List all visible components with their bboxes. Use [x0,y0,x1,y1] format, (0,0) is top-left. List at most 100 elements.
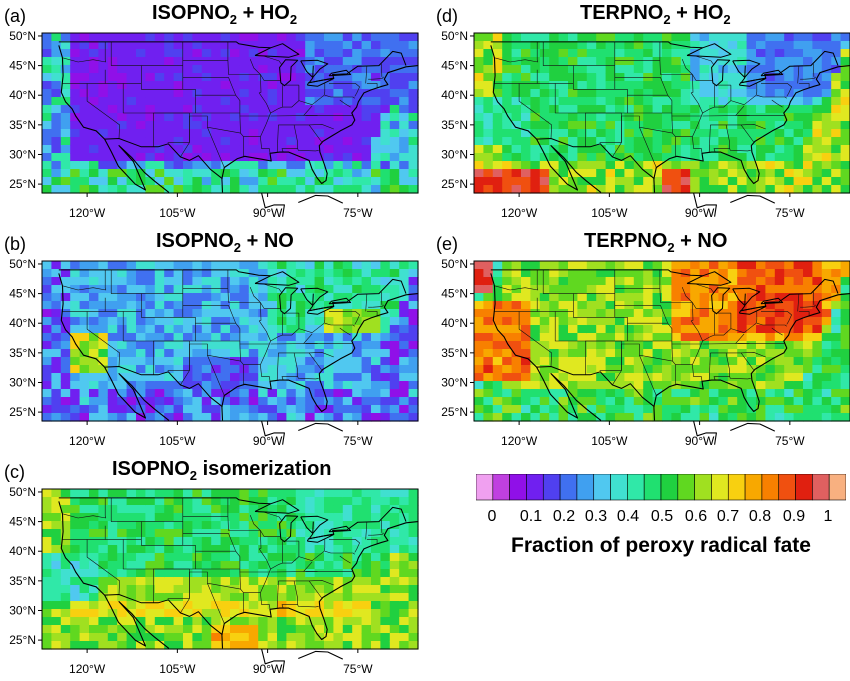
map-outlines [490,41,850,217]
colorbar-swatch [526,473,544,501]
lat-tick-label: 25°N [441,177,468,191]
lat-tick-label: 45°N [9,287,36,301]
map: 50°N 45°N 40°N 35°N 30°N 25°N 120°W 105°W 90°W 75… [441,257,850,448]
lon-tick-label: 75°W [343,662,373,676]
panel-letter: (b) [4,234,26,254]
lat-tick-label: 40°N [9,544,36,558]
lon-tick-label: 105°W [591,206,628,220]
colorbar-tick-label: 0.9 [782,508,806,525]
lon-tick-label: 120°W [69,206,106,220]
lat-tick-label: 30°N [9,147,36,161]
map: 50°N 45°N 40°N 35°N 30°N 25°N 120°W 105°W 90°W 75… [9,257,419,448]
lat-tick-label: 40°N [9,316,36,330]
lon-tick-label: 75°W [343,434,373,448]
lat-tick-label: 30°N [441,375,468,389]
lon-tick-label: 120°W [501,434,538,448]
panel-d: 50°N 45°N 40°N 35°N 30°N 25°N 120°W 105°W 90°W 75… [432,0,850,225]
lat-tick-label: 35°N [9,118,36,132]
lat-tick-label: 35°N [441,346,468,360]
map-outlines [58,497,419,673]
lat-tick-label: 30°N [9,375,36,389]
map-frame [41,488,419,650]
colorbar-swatch [727,473,746,501]
panel-title: TERPNO2 + HO2 [580,2,731,27]
lat-tick-label: 50°N [9,257,36,271]
lon-tick-label: 105°W [159,206,196,220]
colorbar-swatch [828,473,847,501]
lat-tick-label: 25°N [9,633,36,647]
lon-tick-label: 105°W [159,434,196,448]
lon-tick-label: 105°W [591,434,628,448]
map: 50°N 45°N 40°N 35°N 30°N 25°N 120°W 105°W 90°W 75… [441,29,850,220]
map-frame [473,32,850,194]
field-grid [474,261,850,422]
lon-tick-label: 75°W [775,206,805,220]
colorbar-tick-label: 0.5 [650,508,674,525]
lon-tick-label: 120°W [69,434,106,448]
map-frame [473,260,850,422]
colorbar-tick-label: 0 [487,508,497,525]
colorbar-tick-label: 0.4 [616,508,640,525]
panel-letter: (d) [436,6,458,26]
colorbar-tick-label: 0.3 [584,508,608,525]
panel-b: 50°N 45°N 40°N 35°N 30°N 25°N 120°W 105°W 90°W 75… [0,228,420,453]
lon-tick-label: 90°W [253,662,283,676]
lat-tick-label: 45°N [9,59,36,73]
colorbar-swatch [627,473,645,501]
lon-tick-label: 105°W [159,662,196,676]
lon-tick-label: 90°W [685,206,715,220]
lon-tick-label: 120°W [501,206,538,220]
colorbar-swatch [542,473,561,501]
lat-tick-label: 50°N [9,485,36,499]
lat-tick-label: 45°N [441,287,468,301]
lat-tick-label: 45°N [9,515,36,529]
panel-a: 50°N 45°N 40°N 35°N 30°N 25°N 120°W 105°W 90°W 75… [0,0,420,225]
colorbar-tick-label: 1 [823,508,833,525]
colorbar-swatch [492,473,510,501]
colorbar-tick-label: 0.2 [552,508,576,525]
colorbar-swatch [694,473,712,501]
lat-tick-label: 50°N [9,29,36,43]
colorbar-label: Fraction of peroxy radical fate [511,534,811,557]
lat-tick-label: 35°N [9,346,36,360]
colorbar-swatch [744,473,763,501]
lat-tick-label: 40°N [441,316,468,330]
colorbar-swatch [711,473,729,501]
colorbar-swatch [778,473,796,501]
panel-c: 50°N 45°N 40°N 35°N 30°N 25°N 120°W 105°W 90°W 75… [0,456,420,681]
map-outlines [58,269,419,445]
colorbar-swatches [475,473,847,501]
lon-tick-label: 90°W [253,206,283,220]
lat-tick-label: 30°N [9,603,36,617]
colorbar-swatch [509,473,527,501]
colorbar-tick-label: 0.6 [684,508,708,525]
colorbar-swatch [677,473,695,501]
colorbar-tick-label: 0.1 [519,508,543,525]
colorbar-swatch [593,473,611,501]
field-grid [42,489,419,650]
map-frame [41,260,419,422]
lon-tick-label: 75°W [343,206,373,220]
map-outlines [58,41,419,217]
colorbar-ticks: 0 0.1 0.2 0.3 0.4 0.5 0.6 0.7 0.8 0.9 1 [476,508,846,528]
lat-tick-label: 35°N [441,118,468,132]
lat-tick-label: 45°N [441,59,468,73]
colorbar-swatch [660,473,679,501]
colorbar-swatch [761,473,780,501]
lon-tick-label: 90°W [685,434,715,448]
lon-tick-label: 90°W [253,434,283,448]
colorbar: 0 0.1 0.2 0.3 0.4 0.5 0.6 0.7 0.8 0.9 1 Fraction o… [475,473,847,564]
colorbar-swatch [795,473,813,501]
panel-e: 50°N 45°N 40°N 35°N 30°N 25°N 120°W 105°W 90°W 75… [432,228,850,453]
lat-tick-label: 30°N [441,147,468,161]
lat-tick-label: 25°N [9,177,36,191]
lat-tick-label: 40°N [441,88,468,102]
lon-tick-label: 75°W [775,434,805,448]
map: 50°N 45°N 40°N 35°N 30°N 25°N 120°W 105°W 90°W 75… [9,29,419,220]
colorbar-swatch [559,473,578,501]
field-grid [474,33,850,194]
lat-tick-label: 50°N [441,29,468,43]
panel-letter: (e) [436,234,458,254]
lon-tick-label: 120°W [69,662,106,676]
lat-tick-label: 35°N [9,574,36,588]
